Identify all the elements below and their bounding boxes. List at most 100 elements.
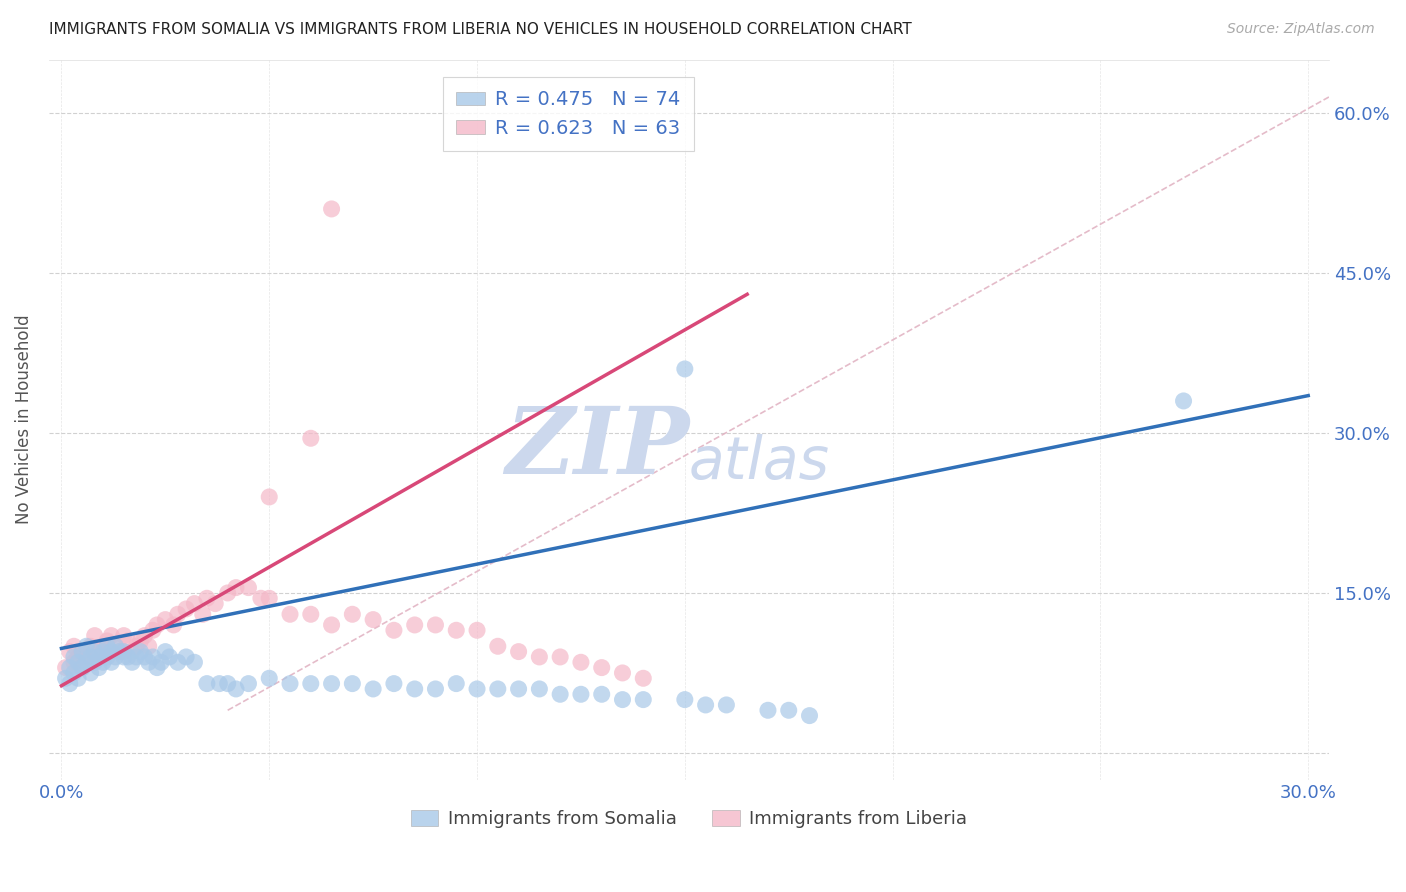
Point — [204, 597, 226, 611]
Point — [125, 640, 148, 654]
Point — [404, 681, 426, 696]
Point — [70, 645, 93, 659]
Point — [67, 671, 90, 685]
Point — [225, 681, 247, 696]
Point — [163, 618, 186, 632]
Point — [425, 618, 447, 632]
Point — [342, 676, 364, 690]
Point — [548, 687, 571, 701]
Point — [217, 676, 239, 690]
Point — [361, 613, 384, 627]
Point — [112, 629, 135, 643]
Point — [238, 676, 260, 690]
Point — [75, 649, 97, 664]
Point — [208, 676, 231, 690]
Point — [342, 607, 364, 622]
Point — [87, 645, 110, 659]
Point — [465, 681, 488, 696]
Point — [100, 645, 122, 659]
Point — [146, 618, 169, 632]
Point — [321, 202, 343, 216]
Point — [508, 681, 530, 696]
Point — [125, 649, 148, 664]
Text: Source: ZipAtlas.com: Source: ZipAtlas.com — [1227, 22, 1375, 37]
Point — [425, 681, 447, 696]
Point — [104, 640, 127, 654]
Point — [70, 660, 93, 674]
Point — [695, 698, 717, 712]
Point — [112, 645, 135, 659]
Point — [321, 618, 343, 632]
Point — [112, 645, 135, 659]
Point — [70, 660, 93, 674]
Point — [1173, 393, 1195, 408]
Point — [278, 676, 301, 690]
Point — [63, 655, 86, 669]
Point — [79, 640, 101, 654]
Point — [361, 681, 384, 696]
Point — [91, 645, 114, 659]
Point — [569, 687, 592, 701]
Point — [129, 634, 152, 648]
Point — [278, 607, 301, 622]
Point — [67, 649, 90, 664]
Point — [91, 645, 114, 659]
Point — [63, 665, 86, 680]
Point — [83, 649, 105, 664]
Point — [257, 490, 280, 504]
Point — [257, 671, 280, 685]
Point — [96, 640, 118, 654]
Point — [382, 624, 405, 638]
Point — [83, 655, 105, 669]
Point — [79, 665, 101, 680]
Point — [155, 645, 177, 659]
Point — [100, 655, 122, 669]
Point — [633, 692, 655, 706]
Point — [174, 602, 197, 616]
Point — [59, 660, 82, 674]
Point — [257, 591, 280, 606]
Point — [104, 640, 127, 654]
Point — [195, 676, 218, 690]
Point — [191, 607, 214, 622]
Point — [166, 607, 188, 622]
Point — [63, 649, 86, 664]
Point — [174, 649, 197, 664]
Point — [63, 640, 86, 654]
Point — [778, 703, 800, 717]
Point — [299, 676, 322, 690]
Point — [121, 655, 143, 669]
Point — [75, 640, 97, 654]
Point — [150, 655, 173, 669]
Point — [96, 649, 118, 664]
Y-axis label: No Vehicles in Household: No Vehicles in Household — [15, 315, 32, 524]
Point — [799, 708, 821, 723]
Point — [716, 698, 738, 712]
Point — [100, 629, 122, 643]
Point — [108, 645, 131, 659]
Point — [591, 660, 613, 674]
Point — [508, 645, 530, 659]
Point — [117, 649, 139, 664]
Point — [486, 640, 509, 654]
Point — [382, 676, 405, 690]
Point — [112, 649, 135, 664]
Point — [67, 655, 90, 669]
Point — [138, 655, 160, 669]
Point — [529, 649, 551, 664]
Point — [146, 660, 169, 674]
Point — [100, 645, 122, 659]
Point — [59, 645, 82, 659]
Point — [91, 640, 114, 654]
Point — [183, 655, 205, 669]
Point — [217, 586, 239, 600]
Point — [155, 613, 177, 627]
Point — [142, 624, 165, 638]
Point — [87, 649, 110, 664]
Point — [446, 676, 468, 690]
Point — [59, 676, 82, 690]
Point — [96, 634, 118, 648]
Text: ZIP: ZIP — [505, 403, 689, 493]
Point — [569, 655, 592, 669]
Point — [238, 581, 260, 595]
